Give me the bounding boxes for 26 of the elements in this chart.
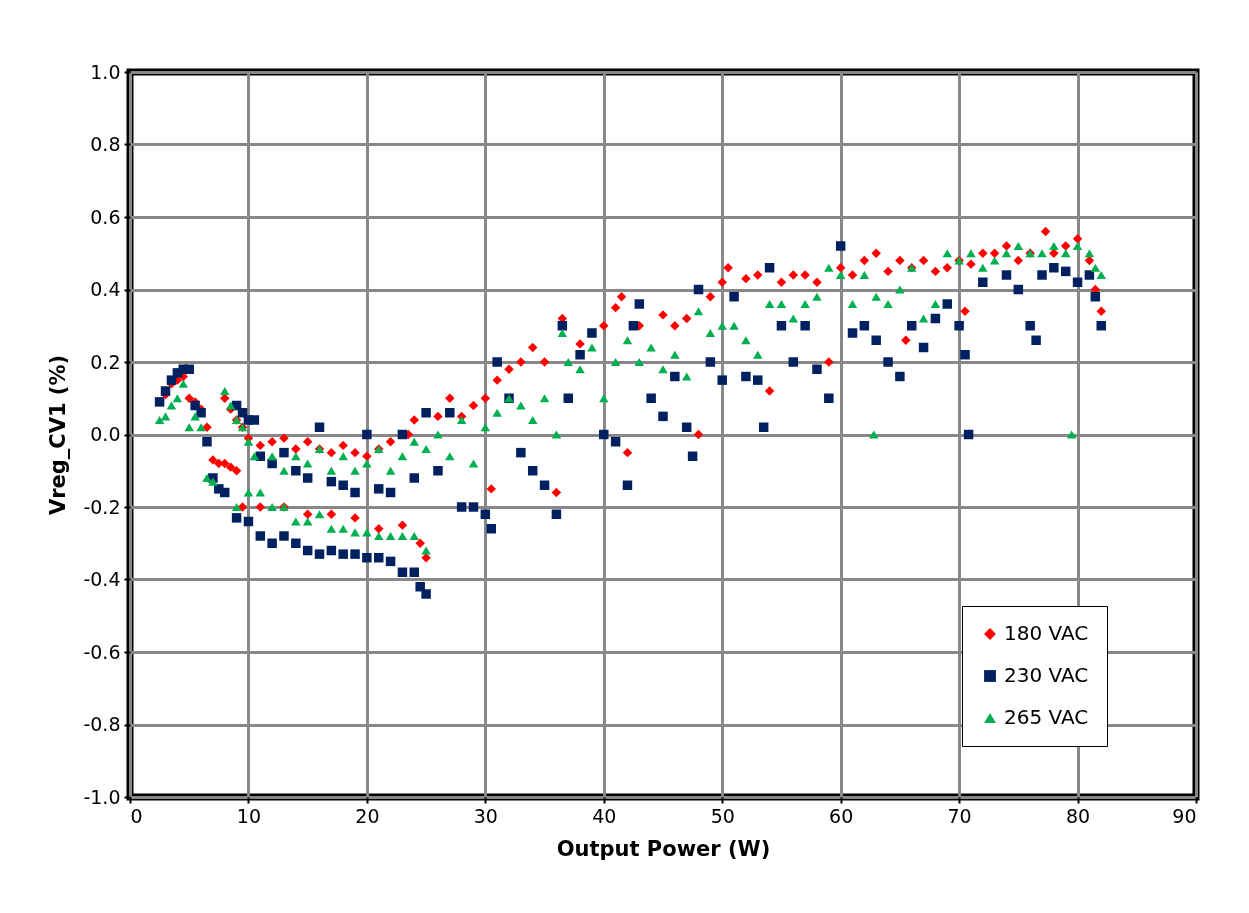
legend-label: 180 VAC: [1004, 621, 1089, 645]
y-axis-title: Vreg_CV1 (%): [46, 354, 71, 516]
y-tick-label: -0.6: [83, 640, 121, 663]
y-tick-label: 0.2: [90, 350, 121, 373]
x-tick-label: 10: [236, 804, 262, 827]
y-tick-label: -1.0: [83, 785, 121, 808]
x-tick-label: 50: [710, 804, 735, 827]
x-axis-title: Output Power (W): [556, 836, 771, 861]
x-tick-label: 90: [1172, 804, 1197, 827]
x-tick-label: 0: [130, 804, 143, 827]
x-tick-label: 60: [829, 804, 854, 827]
y-tick-label: 0.6: [90, 205, 121, 228]
y-tick-label: -0.4: [83, 568, 121, 590]
x-tick-label: 20: [355, 804, 380, 827]
y-tick-label: 0.0: [90, 423, 121, 445]
x-tick-label: 40: [592, 804, 617, 827]
x-tick-label: 70: [947, 804, 972, 827]
x-tick-label: 80: [1065, 804, 1091, 827]
y-tick-label: 0.8: [90, 133, 121, 155]
y-tick-label: 1.0: [90, 60, 121, 83]
y-tick-label: -0.2: [83, 495, 121, 518]
legend-label: 230 VAC: [1004, 663, 1089, 687]
x-tick-label: 30: [473, 804, 498, 827]
y-tick-label: 0.4: [90, 278, 121, 300]
legend-label: 265 VAC: [1004, 705, 1089, 729]
y-tick-label: -0.8: [83, 713, 121, 735]
